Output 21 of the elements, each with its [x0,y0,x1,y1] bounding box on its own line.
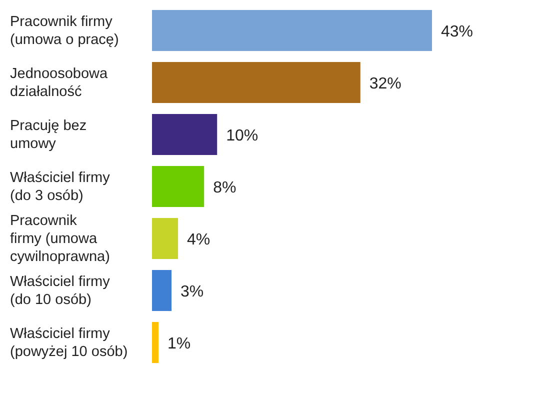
data-label: 4% [187,232,210,248]
data-label: 1% [168,336,191,352]
bar [152,166,204,207]
bar [152,322,159,363]
bar [152,270,172,311]
y-tick-label: Właściciel firmy (do 10 osób) [10,274,111,308]
data-label: 32% [369,76,402,92]
bar [152,114,218,155]
y-tick-label: Właściciel firmy (powyżej 10 osób) [10,326,128,360]
data-label: 3% [180,284,204,300]
y-tick-label: Pracuję bez umowy [10,118,87,152]
bar [152,10,432,51]
y-tick-label: Właściciel firmy (do 3 osób) [10,170,111,204]
data-label: 8% [213,180,236,196]
y-tick-label: Pracownik firmy (umowa o pracę) [10,14,119,48]
data-label: 10% [226,128,258,144]
y-tick-label: Pracownik firmy (umowa cywilnoprawna) [10,213,110,265]
bar [152,62,360,103]
y-tick-label: Jednoosobowa działalność [10,66,108,100]
data-label: 43% [441,24,474,40]
bar [152,218,178,259]
